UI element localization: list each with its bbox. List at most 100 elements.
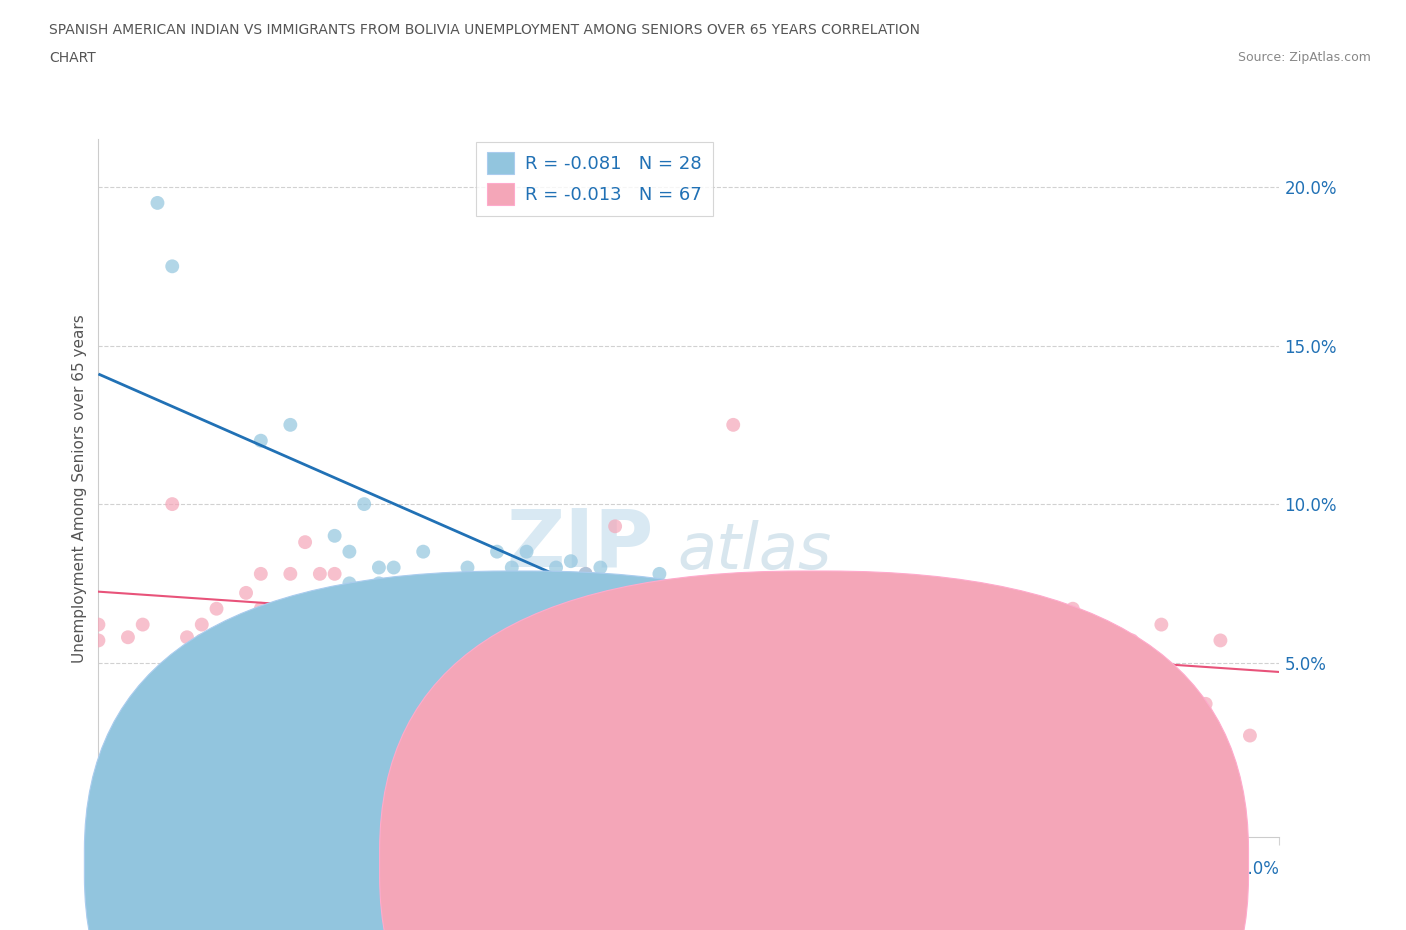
Point [294,602,316,617]
Point [87,633,110,648]
Point [205,602,228,617]
Point [396,576,419,591]
Point [574,566,596,581]
Point [855,661,877,676]
Point [485,544,508,559]
Point [278,418,301,432]
Text: 0.0%: 0.0% [98,860,141,878]
Point [619,602,641,617]
Point [323,566,346,581]
Point [308,566,332,581]
Point [294,535,316,550]
Point [308,618,332,632]
Point [176,630,198,644]
Point [367,586,389,601]
Point [87,618,110,632]
Point [1150,618,1173,632]
Point [678,633,700,648]
Point [560,553,582,568]
Point [766,618,789,632]
Point [471,602,494,617]
Point [1017,633,1039,648]
Point [501,586,523,601]
Point [825,655,848,670]
Point [530,602,553,617]
Y-axis label: Unemployment Among Seniors over 65 years: Unemployment Among Seniors over 65 years [72,314,87,662]
Point [441,633,464,648]
Text: atlas: atlas [678,520,831,582]
Point [456,633,478,648]
Point [337,586,360,601]
Point [323,602,346,617]
Point [973,633,995,648]
Point [633,582,655,597]
Point [648,602,671,617]
Point [544,560,567,575]
Point [884,776,907,790]
Point [456,560,478,575]
Point [219,633,242,648]
Point [1046,697,1069,711]
Point [1121,633,1143,648]
Point [648,566,671,581]
Point [605,519,627,534]
Point [205,633,228,648]
Point [191,618,214,632]
Text: CHART: CHART [49,51,96,65]
Point [162,497,183,512]
Point [146,195,169,210]
Text: SPANISH AMERICAN INDIAN VS IMMIGRANTS FROM BOLIVIA UNEMPLOYMENT AMONG SENIORS OV: SPANISH AMERICAN INDIAN VS IMMIGRANTS FR… [49,23,920,37]
Point [751,697,773,711]
Point [943,681,966,696]
Text: Spanish American Indians: Spanish American Indians [543,856,741,870]
Point [1209,633,1232,648]
Point [235,633,257,648]
Point [264,602,287,617]
Point [1194,697,1216,711]
Point [278,602,301,617]
Legend: R = -0.081   N = 28, R = -0.013   N = 67: R = -0.081 N = 28, R = -0.013 N = 67 [477,141,713,217]
Point [235,586,257,601]
Text: ZIP: ZIP [506,505,654,583]
Point [485,602,508,617]
Text: 8.0%: 8.0% [1237,860,1279,878]
Point [250,566,273,581]
Point [825,602,848,617]
Point [367,576,389,591]
Point [162,259,183,273]
Point [250,602,273,617]
Point [353,602,375,617]
Point [544,586,567,601]
Point [869,633,891,648]
Point [1062,602,1084,617]
Point [382,633,405,648]
Point [898,655,921,670]
Point [412,602,434,617]
Point [1239,728,1261,743]
Point [426,602,449,617]
Point [250,433,273,448]
Text: Source: ZipAtlas.com: Source: ZipAtlas.com [1237,51,1371,64]
Point [855,728,877,743]
Point [278,566,301,581]
Point [693,602,716,617]
Text: Immigrants from Bolivia: Immigrants from Bolivia [838,856,1022,870]
Point [353,497,375,512]
Point [515,544,537,559]
Point [191,633,214,648]
Point [337,544,360,559]
Point [928,618,950,632]
Point [323,528,346,543]
Point [337,576,360,591]
Point [382,560,405,575]
Point [264,618,287,632]
Point [1091,728,1114,743]
Point [1002,728,1025,743]
Point [117,630,139,644]
Point [898,681,921,696]
Point [589,560,612,575]
Point [396,618,419,632]
Point [132,618,155,632]
Point [367,560,389,575]
Point [501,560,523,575]
